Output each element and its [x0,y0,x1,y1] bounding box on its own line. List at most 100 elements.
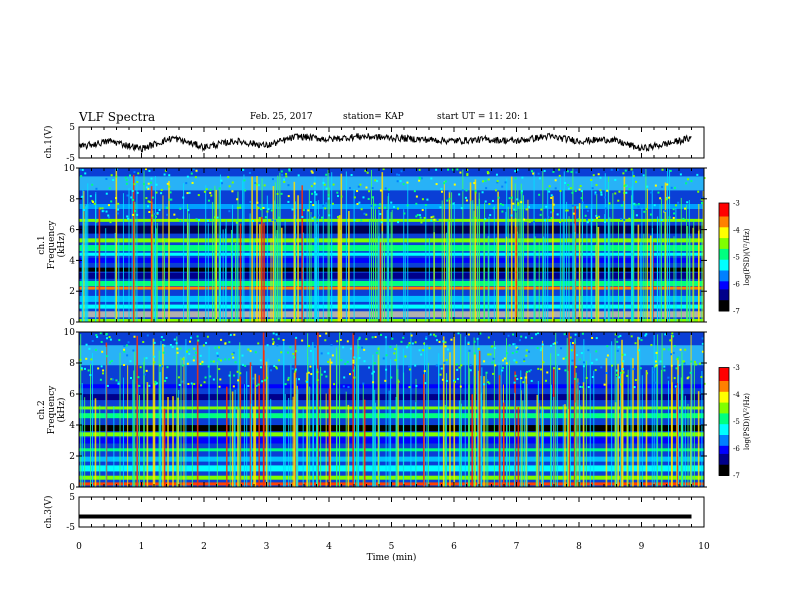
ch1-speckle [598,215,601,218]
ch2-speckle [634,342,637,345]
ch2-speckle [626,374,629,377]
ch2-speckle [384,336,387,339]
ch2-speckle [689,371,692,374]
ch2-speckle [95,334,98,337]
ch1-speckle [378,207,381,210]
ch2-speckle [115,379,118,382]
ch2-colorbar-cell [719,399,729,404]
ch2-colorbar-cell [719,391,729,395]
ch1-speckle [239,204,242,207]
x-axis-label: Time (min) [367,552,417,563]
ch2-speckle [513,359,516,362]
ch2-speckle [313,345,316,348]
ch2-spike [639,347,641,487]
ch1-speckle [399,180,402,183]
ch2-speckle [216,352,219,355]
ch2-speckle [123,364,126,367]
ch1-speckle [513,208,516,211]
ch2-speckle [503,357,506,360]
ch2-speckle [85,357,88,360]
ch2-speckle [506,352,509,355]
ch1-speckle [659,197,662,200]
ch2-spike [556,364,558,487]
ch1-colorbar-cell [719,273,729,277]
ch2-spike [250,403,252,487]
ch2-speckle [178,383,181,386]
ch2-speckle [187,382,190,385]
ch1-speckle [325,187,328,190]
ch1-speckle [379,213,382,216]
ch2-speckle [165,376,168,379]
ch2-speckle [614,333,617,336]
ch2-spike [254,373,257,487]
ch1-speckle [672,208,675,211]
ch1-spike [156,228,158,322]
ch1-speckle [484,179,487,182]
ch1-speckle [577,218,580,221]
ch2-spike [158,350,160,487]
ch1-speckle [130,196,133,199]
ch2-speckle [606,354,609,357]
ch2-colorbar-tick: -7 [733,472,740,480]
ch1-speckle [567,183,570,186]
ch2-speckle [218,385,221,388]
ch2-speckle [186,362,189,365]
ch2-speckle [494,347,497,350]
ch1-speckle [402,183,405,186]
ch2-speckle [606,345,609,348]
ch2-speckle [664,333,667,336]
ch1-speckle [581,201,584,204]
ch1-speckle [491,199,494,202]
ch1-speckle [419,216,422,219]
ch1-speckle [700,198,703,201]
ch2-speckle [675,367,678,370]
ch2-speckle [581,386,584,389]
ch1-spike [562,188,564,322]
ch1-speckle [622,172,625,175]
ch1-colorbar-cell [719,284,729,288]
ch1-speckle [148,169,151,172]
ch1-speckle [205,188,208,191]
ch1-speckle [672,216,675,219]
ch1-speckle [550,196,553,199]
ch1-colorbar-cell [719,240,729,244]
ch2-spec-ytick-label: 2 [69,452,75,462]
ch2-speckle [414,341,417,344]
ch1-speckle [310,185,313,188]
ch2-speckle [190,336,193,339]
ch1-spike [162,195,164,322]
ch1-speckle [552,203,555,206]
ch1-speckle [115,197,118,200]
ch1-speckle [264,216,267,219]
ch1-spike [451,192,453,322]
ch2-speckle [423,370,426,373]
ch2-speckle [600,366,603,369]
ch1-spike [310,212,312,322]
ch1-spike [403,209,405,322]
ch1-speckle [595,184,598,187]
ch1-speckle [578,188,581,191]
ch1-speckle [517,202,520,205]
ch2-spike [172,396,174,487]
ch1-speckle [439,206,442,209]
ch2-spike [345,391,347,487]
ch2-speckle [550,344,553,347]
ch1-spike [302,232,304,322]
ch2-speckle [148,384,151,387]
ch1-speckle [110,200,113,203]
ch2-speckle [259,359,262,362]
ch1-spike [669,169,671,322]
ch2-speckle [83,367,86,370]
ch1-speckle [336,191,339,194]
ch1-speckle [192,168,195,171]
ch1-speckle [297,174,300,177]
ch2-colorbar-cell [719,421,729,425]
ch1-spike [237,191,239,322]
ch1-speckle [136,191,139,194]
ch2-speckle [525,376,528,379]
ch1-spike [234,243,236,322]
ch1-speckle [584,214,587,217]
ch2-speckle [540,368,543,371]
ch1-colorbar-tick: -4 [733,227,740,235]
ch2-speckle [441,378,444,381]
